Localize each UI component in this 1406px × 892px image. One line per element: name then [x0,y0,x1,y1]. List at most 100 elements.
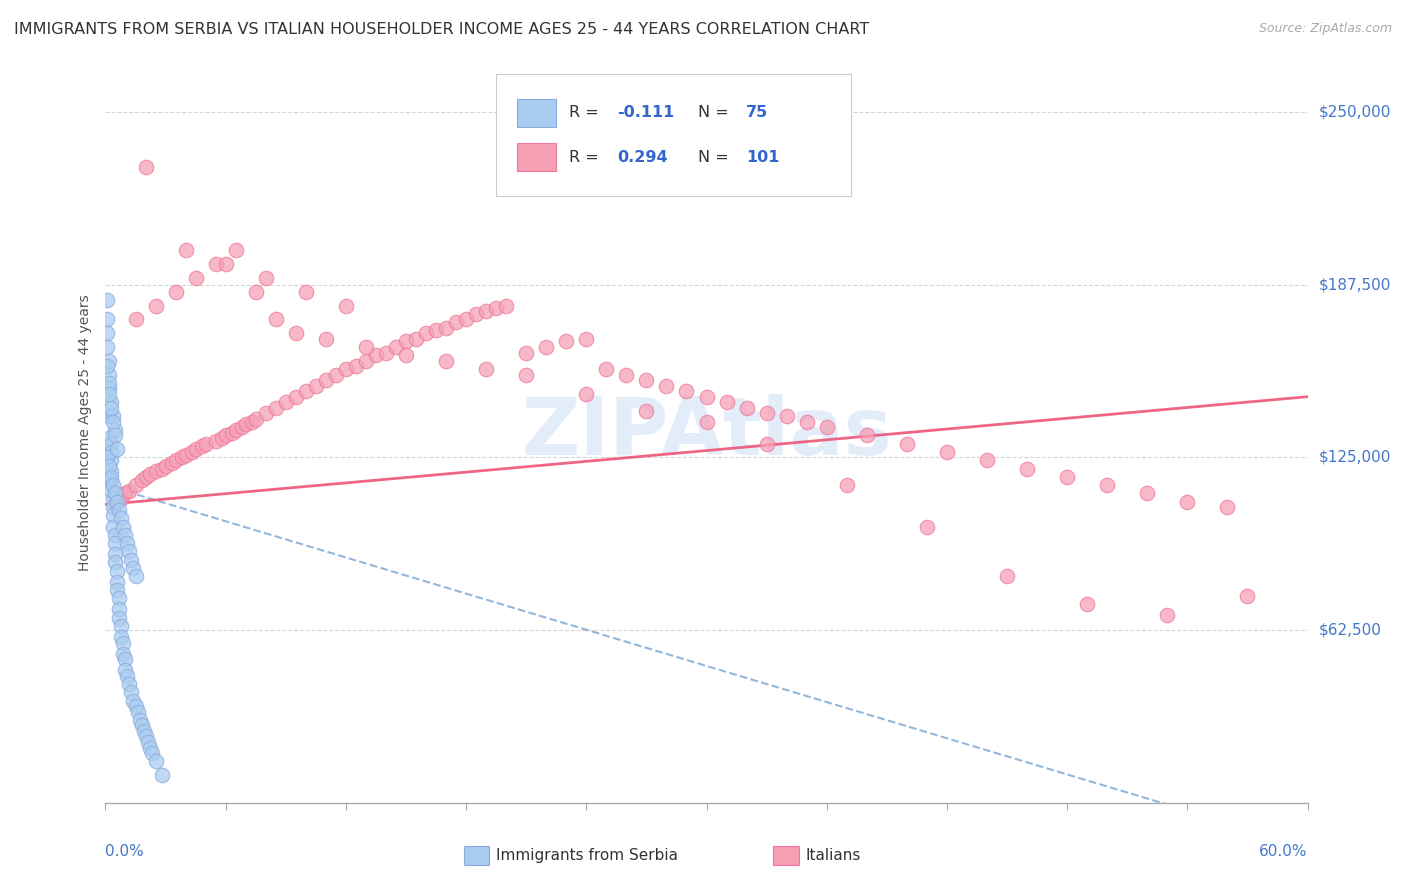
Point [434,320,457,334]
Point [221,425,243,440]
Point [103,409,125,423]
Point [114,663,136,677]
Point [295,285,318,299]
Point [138,740,160,755]
Point [138,467,160,481]
Text: Italians: Italians [806,848,860,863]
Point [1056,470,1078,484]
Point [835,478,858,492]
Point [515,345,537,359]
Point [1216,500,1239,515]
Point [96,450,118,465]
Point [575,332,598,346]
Text: 0.0%: 0.0% [105,845,145,860]
Point [211,431,233,445]
Point [160,456,183,470]
Point [1017,461,1039,475]
Point [117,536,139,550]
Point [104,528,127,542]
Point [776,409,799,423]
Point [295,384,318,399]
Point [100,473,122,487]
Point [108,503,131,517]
Point [936,445,959,459]
Point [155,458,177,473]
Point [114,528,136,542]
Point [245,412,267,426]
Point [107,442,129,457]
Point [1236,589,1258,603]
Text: N =: N = [699,105,734,120]
Point [108,611,131,625]
Point [1076,597,1098,611]
Point [245,285,267,299]
Point [104,486,127,500]
Point [110,630,132,644]
Point [100,401,122,415]
Point [335,362,357,376]
Text: $62,500: $62,500 [1319,623,1382,638]
Point [896,436,918,450]
Point [104,423,127,437]
Text: 0.294: 0.294 [617,150,668,165]
Point [716,395,738,409]
Point [274,395,297,409]
Point [444,315,467,329]
Point [107,574,129,589]
Point [165,285,187,299]
Point [170,450,193,465]
Point [485,301,508,316]
Point [405,332,427,346]
Point [118,483,141,498]
Point [675,384,697,399]
Point [425,323,447,337]
Point [122,561,145,575]
Point [103,519,125,533]
Point [110,619,132,633]
Text: Immigrants from Serbia: Immigrants from Serbia [496,848,678,863]
Point [735,401,758,415]
Point [915,519,938,533]
Point [96,312,118,326]
Point [1177,494,1199,508]
Point [475,304,498,318]
Point [495,299,517,313]
Point [131,718,153,732]
Point [127,705,149,719]
Point [104,556,127,570]
Point [110,511,132,525]
FancyBboxPatch shape [516,143,557,171]
Point [214,257,236,271]
Point [112,519,135,533]
Point [855,428,877,442]
Y-axis label: Householder Income Ages 25 - 44 years: Householder Income Ages 25 - 44 years [79,294,93,571]
Point [180,445,202,459]
Point [475,362,498,376]
Point [96,340,118,354]
Point [110,491,132,506]
Point [107,494,129,508]
Point [284,326,307,341]
Point [995,569,1018,583]
Text: N =: N = [699,150,734,165]
Point [434,353,457,368]
Point [465,307,488,321]
Text: Source: ZipAtlas.com: Source: ZipAtlas.com [1258,22,1392,36]
Point [284,390,307,404]
Text: $250,000: $250,000 [1319,104,1391,120]
Point [231,420,253,434]
Point [174,448,197,462]
Point [364,348,387,362]
Point [194,436,217,450]
Point [184,271,207,285]
Point [335,299,357,313]
Point [214,428,236,442]
Point [98,409,121,423]
Point [100,483,122,498]
Point [136,735,159,749]
Point [103,491,125,506]
Point [124,478,146,492]
Point [696,390,718,404]
Point [534,340,557,354]
Point [103,508,125,523]
